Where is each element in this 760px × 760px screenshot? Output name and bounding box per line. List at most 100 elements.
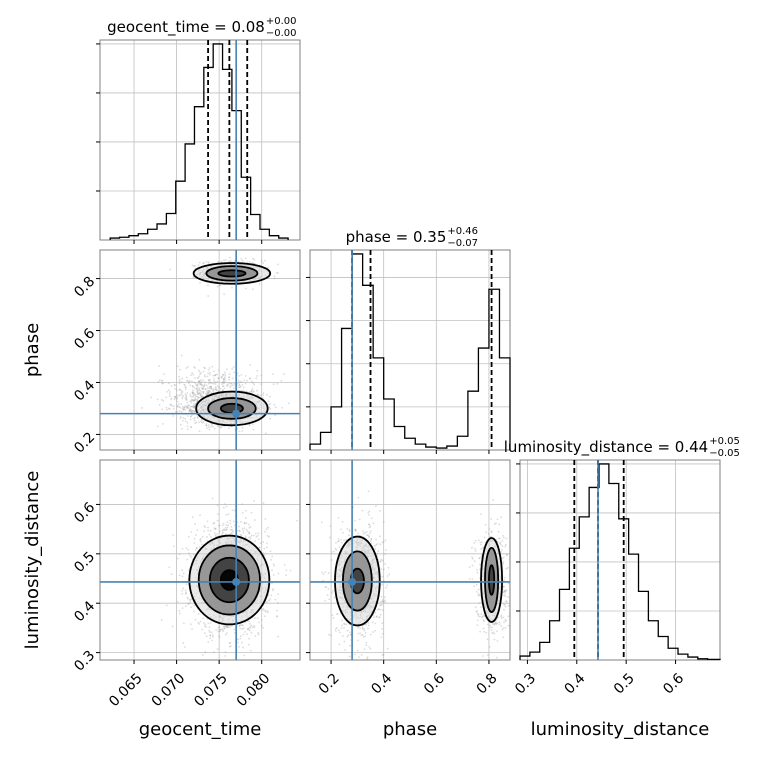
sample-point xyxy=(266,609,269,612)
sample-point xyxy=(216,513,219,515)
sample-point xyxy=(209,381,212,384)
sample-point xyxy=(193,387,196,389)
sample-point xyxy=(217,390,220,393)
sample-point xyxy=(195,387,198,390)
sample-point xyxy=(263,609,266,612)
sample-point xyxy=(269,598,272,600)
sample-point xyxy=(189,384,192,387)
sample-point xyxy=(258,283,261,285)
sample-point xyxy=(211,631,213,634)
sample-point xyxy=(200,372,203,374)
sample-point xyxy=(222,380,225,383)
sample-point xyxy=(242,627,245,630)
sample-point xyxy=(214,373,217,376)
sample-point xyxy=(197,393,199,396)
sample-point xyxy=(387,566,390,569)
sample-point xyxy=(348,530,351,533)
sample-point xyxy=(190,374,192,377)
title-upper-error: +0.00 xyxy=(266,16,297,27)
sample-point xyxy=(357,656,360,658)
sample-point xyxy=(209,634,212,637)
sample-point xyxy=(368,510,371,513)
sample-point xyxy=(324,571,327,573)
sample-point xyxy=(182,622,185,625)
sample-point xyxy=(186,405,189,408)
sample-point xyxy=(213,374,216,377)
sample-point xyxy=(277,602,279,604)
sample-point xyxy=(185,592,188,594)
sample-point xyxy=(370,517,373,520)
sample-point xyxy=(238,530,241,533)
sample-point xyxy=(198,370,201,373)
sample-point xyxy=(225,505,228,508)
sample-point xyxy=(267,526,270,529)
sample-point xyxy=(367,512,370,514)
panel-inner xyxy=(100,460,300,660)
sample-point xyxy=(206,386,209,389)
sample-point xyxy=(207,622,210,625)
sample-point xyxy=(199,379,202,381)
sample-point xyxy=(369,647,372,650)
sample-point xyxy=(267,400,270,403)
sample-point xyxy=(180,427,183,430)
sample-point xyxy=(198,430,201,433)
sample-point xyxy=(192,373,195,376)
sample-point xyxy=(248,424,251,427)
sample-point xyxy=(183,408,185,411)
sample-point xyxy=(248,620,250,623)
sample-point xyxy=(273,403,276,406)
sample-point xyxy=(196,387,199,390)
sample-point xyxy=(199,514,201,517)
sample-point xyxy=(365,641,368,644)
sample-point xyxy=(212,522,215,525)
sample-point xyxy=(240,257,243,260)
sample-point xyxy=(221,375,224,378)
sample-point xyxy=(368,536,370,538)
sample-point xyxy=(360,654,363,656)
sample-point xyxy=(260,619,263,621)
sample-point xyxy=(204,623,207,626)
sample-point xyxy=(190,426,193,429)
sample-point xyxy=(187,406,190,409)
sample-point xyxy=(229,522,232,525)
sample-point xyxy=(194,549,197,551)
sample-point xyxy=(196,399,199,402)
sample-point xyxy=(191,395,193,398)
sample-point xyxy=(214,381,217,383)
sample-point xyxy=(330,634,333,637)
sample-point xyxy=(237,379,240,382)
sample-point xyxy=(223,293,226,296)
histogram-panel-geocent_time: geocent_time = 0.08 +0.00−0.00 xyxy=(96,16,301,244)
sample-point xyxy=(254,635,257,637)
sample-point xyxy=(158,404,161,406)
sample-point xyxy=(254,532,257,535)
sample-point xyxy=(205,422,208,425)
sample-point xyxy=(184,589,187,592)
sample-point xyxy=(331,614,334,617)
sample-point xyxy=(167,389,170,391)
sample-point xyxy=(207,372,209,375)
sample-point xyxy=(177,403,180,406)
sample-point xyxy=(265,528,268,531)
sample-point xyxy=(379,604,382,607)
sample-point xyxy=(158,379,161,381)
sample-point xyxy=(187,548,190,551)
sample-point xyxy=(193,397,196,400)
sample-point xyxy=(221,389,224,392)
sample-point xyxy=(157,380,160,383)
sample-point xyxy=(363,628,366,630)
sample-point xyxy=(269,550,272,553)
sample-point xyxy=(228,376,231,379)
sample-point xyxy=(216,373,218,376)
sample-point xyxy=(178,553,181,556)
sample-point xyxy=(172,407,175,410)
axes-frame xyxy=(309,249,511,451)
sample-point xyxy=(160,398,163,401)
sample-point xyxy=(224,374,227,376)
sample-point xyxy=(198,261,201,264)
sample-point xyxy=(196,415,199,418)
sample-point xyxy=(263,547,266,550)
sample-point xyxy=(374,611,377,614)
sample-point xyxy=(179,388,182,391)
